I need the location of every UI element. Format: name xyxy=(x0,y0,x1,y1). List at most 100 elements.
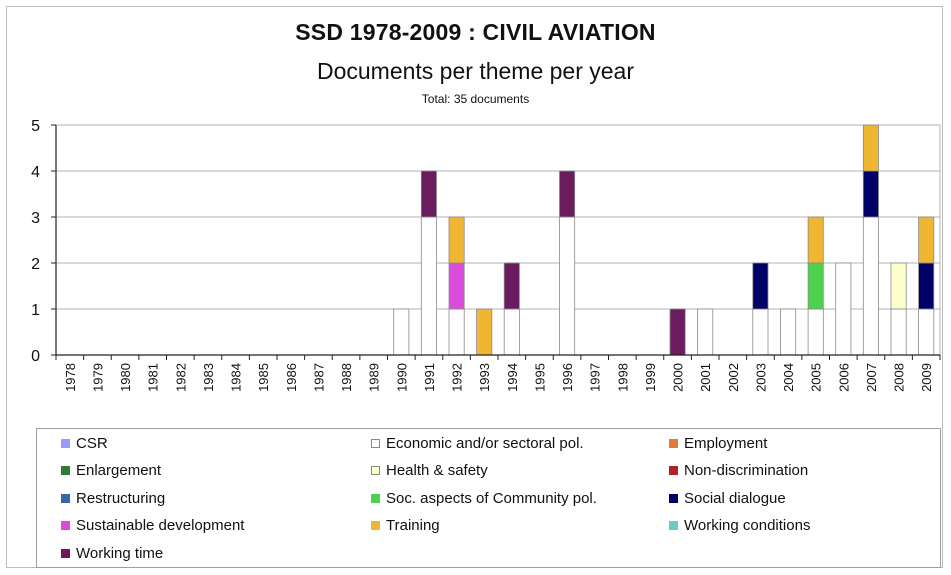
bar-segment xyxy=(448,308,465,356)
legend: CSR Economic and/or sectoral pol. Employme… xyxy=(36,428,941,568)
legend-swatch xyxy=(669,521,678,530)
x-tick-label: 2006 xyxy=(836,363,851,392)
legend-swatch xyxy=(61,438,70,448)
legend-label: Employment xyxy=(684,434,768,452)
legend-item: Soc. aspects of Community pol. xyxy=(371,488,597,508)
x-tick-label: 1996 xyxy=(560,363,575,392)
legend-item: Enlargement xyxy=(61,461,161,481)
bar-segment xyxy=(918,308,935,356)
legend-swatch xyxy=(371,438,380,448)
x-tick-label: 1982 xyxy=(173,363,188,392)
bar-segment xyxy=(448,262,465,310)
legend-label: Health & safety xyxy=(386,462,488,479)
x-tick-label: 2005 xyxy=(809,363,824,392)
x-tick-label: 2004 xyxy=(781,363,796,392)
bar-segment xyxy=(890,262,907,310)
x-tick-label: 1989 xyxy=(367,363,382,392)
bar-segment xyxy=(420,216,437,356)
plot-area xyxy=(55,124,941,356)
x-tick-label: 1981 xyxy=(146,363,161,392)
legend-label: Working time xyxy=(76,544,164,562)
legend-swatch xyxy=(61,548,70,558)
legend-label: Economic and/or sectoral pol. xyxy=(386,434,584,452)
legend-swatch xyxy=(669,438,678,448)
bar-segment xyxy=(503,262,520,310)
bar-segment xyxy=(448,216,465,264)
bar-segment xyxy=(918,216,935,264)
x-tick-label: 1979 xyxy=(90,363,105,392)
legend-item: Training xyxy=(371,516,440,536)
legend-label: Sustainable development xyxy=(76,517,245,534)
legend-label: Working conditions xyxy=(684,517,811,534)
legend-item: CSR xyxy=(61,433,108,453)
x-tick-label: 2003 xyxy=(753,363,768,392)
chart-note: Total: 35 documents xyxy=(421,92,530,106)
bars xyxy=(393,124,935,356)
x-tick-label: 2001 xyxy=(698,363,713,392)
legend-item: Non-discrimination xyxy=(669,461,808,481)
legend-label: Social dialogue xyxy=(684,489,786,507)
y-tick-label: 4 xyxy=(31,164,40,181)
x-tick-label: 1985 xyxy=(256,363,271,392)
legend-swatch xyxy=(61,493,70,503)
x-tick-label: 1986 xyxy=(284,363,299,392)
x-tick-label: 2002 xyxy=(726,363,741,392)
legend-label: Non-discrimination xyxy=(684,462,809,479)
x-tick-label: 2007 xyxy=(864,363,879,392)
legend-swatch xyxy=(669,493,678,503)
chart-subtitle: Documents per theme per year xyxy=(316,58,635,84)
x-tick-label: 1988 xyxy=(339,363,354,392)
x-tick-label: 1987 xyxy=(311,363,326,392)
legend-item: Employment xyxy=(669,433,767,453)
x-tick-label: 2000 xyxy=(671,363,686,392)
legend-label: Enlargement xyxy=(76,462,162,479)
x-tick-label: 1997 xyxy=(588,363,603,392)
legend-label: Soc. aspects of Community pol. xyxy=(386,489,597,507)
y-tick-label: 0 xyxy=(31,348,40,365)
y-tick-labels: 0 1 2 3 4 5 xyxy=(31,118,40,365)
bar-segment xyxy=(807,308,824,356)
bar-segment xyxy=(503,308,520,356)
legend-swatch xyxy=(371,466,380,475)
legend-item: Working conditions xyxy=(669,516,810,536)
x-tick-label: 2008 xyxy=(892,363,907,392)
x-tick-label: 1998 xyxy=(615,363,630,392)
y-tick-label: 1 xyxy=(31,302,40,319)
x-tick-labels: 1978 1979 1980 1981 1982 1983 1984 1985 1986 1987… xyxy=(63,363,934,392)
bar-segment xyxy=(752,308,769,356)
bar-segment xyxy=(559,170,576,218)
bar-segment xyxy=(780,308,797,356)
bar-segment xyxy=(862,170,879,218)
legend-item: Sustainable development xyxy=(61,516,244,536)
legend-swatch xyxy=(61,521,70,530)
y-tick-label: 3 xyxy=(31,210,40,227)
axes xyxy=(51,124,941,360)
x-tick-label: 1992 xyxy=(450,363,465,392)
bar-segment xyxy=(807,216,824,264)
bar-segment xyxy=(835,262,852,356)
x-tick-label: 2009 xyxy=(919,363,934,392)
legend-label: Restructuring xyxy=(76,489,166,507)
legend-item: Social dialogue xyxy=(669,488,786,508)
bar-segment xyxy=(559,216,576,356)
bar-segment xyxy=(669,308,686,356)
bar-segment xyxy=(697,308,714,356)
x-tick-label: 1995 xyxy=(532,363,547,392)
x-tick-label: 1999 xyxy=(643,363,658,392)
bar-segment xyxy=(752,262,769,310)
x-tick-label: 1991 xyxy=(422,363,437,392)
legend-label: CSR xyxy=(76,434,108,452)
legend-item: Economic and/or sectoral pol. xyxy=(371,433,584,453)
bar-segment xyxy=(890,308,907,356)
y-tick-label: 2 xyxy=(31,256,40,273)
legend-item: Working time xyxy=(61,543,163,563)
bar-segment xyxy=(862,124,879,172)
x-tick-label: 1990 xyxy=(394,363,409,392)
x-tick-label: 1978 xyxy=(63,363,78,392)
y-tick-label: 5 xyxy=(31,118,40,135)
bar-segment xyxy=(420,170,437,218)
legend-swatch xyxy=(61,466,70,475)
x-tick-label: 1984 xyxy=(229,363,244,392)
chart-title: SSD 1978-2009 : CIVIL AVIATION xyxy=(295,19,656,45)
